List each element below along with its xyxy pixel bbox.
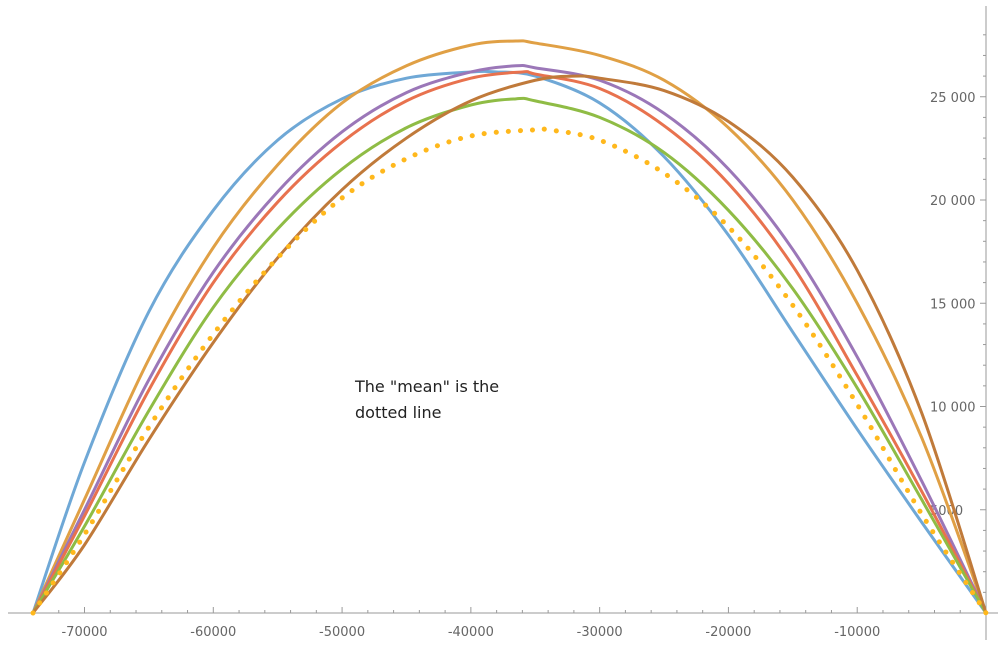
x-tick-label: -10000 xyxy=(834,625,880,640)
axes: -70000 -60000 -50000 -40000 -30000 -20000 -100… xyxy=(8,6,998,640)
x-tick-label: -50000 xyxy=(319,625,365,640)
series-layer xyxy=(30,39,989,616)
x-tick-label: -30000 xyxy=(577,625,623,640)
series-line-2 xyxy=(31,39,988,615)
annotation-line-2: dotted line xyxy=(355,403,442,422)
series-line-1 xyxy=(31,69,988,615)
y-tick-label: 15 000 xyxy=(930,297,976,312)
y-tick-label: 10 000 xyxy=(930,401,976,416)
mean-annotation: The "mean" is the dotted line xyxy=(355,374,555,426)
x-tick-label: -70000 xyxy=(61,625,107,640)
series-line-3 xyxy=(31,63,988,615)
x-tick-label: -20000 xyxy=(705,625,751,640)
y-tick-label: 25 000 xyxy=(930,91,976,106)
annotation-line-1: The "mean" is the xyxy=(355,377,500,396)
series-line-4 xyxy=(31,70,988,615)
series-line-5 xyxy=(31,96,988,615)
y-tick-label: 20 000 xyxy=(930,194,976,209)
x-tick-label: -40000 xyxy=(448,625,494,640)
mean-dotted-series-line xyxy=(30,126,989,616)
x-tick-label: -60000 xyxy=(190,625,236,640)
series-line-6 xyxy=(31,74,988,615)
